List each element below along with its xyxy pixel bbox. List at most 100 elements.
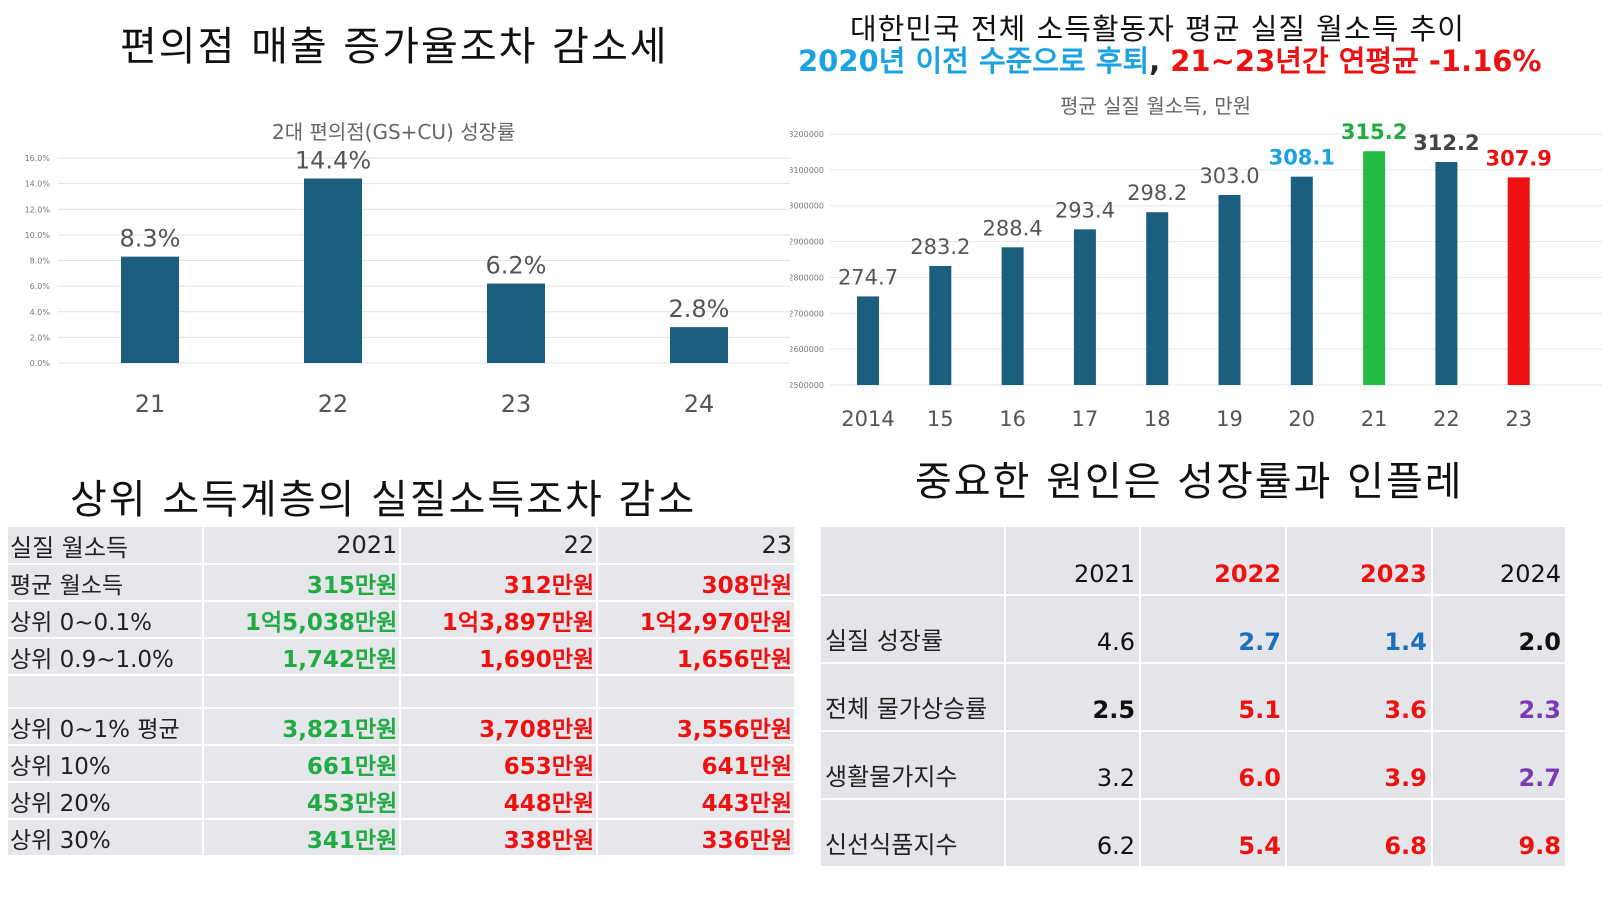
- data-label: 308.1: [1269, 146, 1335, 170]
- table-cell: 1억3,897만원: [400, 601, 599, 639]
- table-cell: 341만원: [203, 819, 402, 857]
- data-label: 14.4%: [295, 147, 371, 175]
- table-cell: [203, 675, 402, 709]
- table-cell: 2.7: [1140, 595, 1287, 664]
- panel2-subheadline: 2020년 이전 수준으로 후퇴, 21~23년간 연평균 -1.16%: [798, 38, 1542, 80]
- headline-red-text: 21~23년간 연평균 -1.16%: [1170, 44, 1542, 78]
- y-tick-label: 8.0%: [30, 257, 51, 266]
- x-tick-label: 23: [1505, 407, 1532, 431]
- table-cell: 9.8: [1431, 799, 1565, 868]
- panel1-title: 편의점 매출 증가율조차 감소세: [120, 24, 669, 70]
- column-header: 23: [597, 527, 794, 565]
- table-row: 평균 월소득 315만원 312만원 308만원: [8, 564, 794, 602]
- data-label: 293.4: [1055, 198, 1115, 222]
- row-label: 상위 0~0.1%: [8, 601, 205, 639]
- panel-convenience-store: 편의점 매출 증가율조차 감소세 2대 편의점(GS+CU) 성장률 0.0% 2…: [0, 0, 790, 440]
- y-tick-label: 2.0%: [30, 333, 51, 342]
- table-cell: 2.0: [1431, 595, 1565, 664]
- panel4-title: 중요한 원인은 성장률과 인플레: [915, 459, 1464, 505]
- bar: [1435, 161, 1458, 385]
- table-cell: 1,690만원: [400, 638, 599, 676]
- panel-top-income: 상위 소득계층의 실질소득조차 감소 실질 월소득 2021 22 23 평균 월소득 3…: [0, 445, 800, 904]
- growth-inflation-table: 2021 2022 2023 2024 실질 성장률 4.6 2.7 1.4 2.0 전체 물가상…: [821, 527, 1565, 868]
- data-label: 312.2: [1413, 131, 1479, 155]
- panel3-title: 상위 소득계층의 실질소득조차 감소: [70, 477, 697, 523]
- chart1-bar-chart: 0.0% 2.0% 4.0% 6.0% 8.0% 10.0% 12.0% 14.0% 16.0%…: [25, 147, 790, 418]
- table-cell: 448만원: [400, 782, 599, 820]
- table-cell: 661만원: [203, 745, 402, 783]
- table-cell: 3.6: [1285, 663, 1433, 732]
- data-label: 298.2: [1127, 181, 1187, 205]
- table-cell: 5.4: [1140, 799, 1287, 868]
- x-tick-label: 23: [501, 390, 532, 418]
- table-cell: 336만원: [597, 819, 794, 857]
- row-label: 상위 10%: [8, 745, 205, 783]
- column-header: 2022: [1140, 527, 1287, 596]
- data-label: 283.2: [910, 235, 970, 259]
- y-tick-label: 4.0%: [30, 308, 51, 317]
- table-cell: 312만원: [400, 564, 599, 602]
- table-cell: 3,708만원: [400, 708, 599, 746]
- y-tick-label: 10.0%: [25, 231, 51, 240]
- row-label: 상위 0~1% 평균: [8, 708, 205, 746]
- table-cell: 6.8: [1285, 799, 1433, 868]
- y-tick-label: 3100000: [790, 166, 824, 175]
- table-row: 생활물가지수 3.2 6.0 3.9 2.7: [821, 731, 1565, 800]
- x-tick-label: 20: [1288, 407, 1315, 431]
- top-income-table: 실질 월소득 2021 22 23 평균 월소득 315만원 312만원 308만원 상위 0~…: [8, 527, 794, 857]
- column-header: 22: [400, 527, 599, 565]
- row-label: 상위 30%: [8, 819, 205, 857]
- x-tick-label: 21: [1361, 407, 1388, 431]
- x-tick-label: 18: [1144, 407, 1171, 431]
- table-cell: 653만원: [400, 745, 599, 783]
- chart1-title: 2대 편의점(GS+CU) 성장률: [272, 120, 516, 144]
- y-tick-label: 0.0%: [30, 359, 51, 368]
- data-label: 315.2: [1341, 120, 1407, 144]
- table-row: 전체 물가상승률 2.5 5.1 3.6 2.3: [821, 663, 1565, 732]
- table-row: 상위 30% 341만원 338만원 336만원: [8, 819, 794, 857]
- row-label: 실질 성장률: [821, 595, 1006, 664]
- row-label: 상위 0.9~1.0%: [8, 638, 205, 676]
- table-cell: 1,742만원: [203, 638, 402, 676]
- bar: [1073, 229, 1096, 385]
- y-tick-label: 2900000: [790, 238, 824, 247]
- bar: [1001, 247, 1024, 385]
- chart2-title: 평균 실질 월소득, 만원: [1060, 94, 1252, 118]
- table-cell: 6.0: [1140, 731, 1287, 800]
- column-header: 2021: [1005, 527, 1142, 596]
- column-header: [821, 527, 1006, 596]
- bar: [487, 283, 545, 363]
- y-tick-label: 16.0%: [25, 154, 51, 163]
- x-tick-label: 19: [1216, 407, 1243, 431]
- x-tick-label: 16: [999, 407, 1026, 431]
- table-cell: 2.5: [1005, 663, 1142, 732]
- panel-monthly-income: 대한민국 전체 소득활동자 평균 실질 월소득 추이 2020년 이전 수준으로…: [790, 0, 1617, 440]
- table-row: 상위 20% 453만원 448만원 443만원: [8, 782, 794, 820]
- table-row: 신선식품지수 6.2 5.4 6.8 9.8: [821, 799, 1565, 868]
- y-tick-label: 2800000: [790, 273, 824, 282]
- table-header-row: 2021 2022 2023 2024: [821, 527, 1565, 596]
- y-tick-label: 2600000: [790, 345, 824, 354]
- column-header: 2024: [1431, 527, 1565, 596]
- bar: [1218, 194, 1241, 385]
- row-label: 전체 물가상승률: [821, 663, 1006, 732]
- y-tick-label: 3200000: [790, 130, 824, 139]
- table-row: 상위 0~0.1% 1억5,038만원 1억3,897만원 1억2,970만원: [8, 601, 794, 639]
- table-row: 상위 0.9~1.0% 1,742만원 1,690만원 1,656만원: [8, 638, 794, 676]
- bar: [1146, 212, 1169, 385]
- table-cell: 3,556만원: [597, 708, 794, 746]
- x-tick-label: 21: [135, 390, 166, 418]
- table-cell: 338만원: [400, 819, 599, 857]
- y-tick-label: 3000000: [790, 202, 824, 211]
- data-label: 6.2%: [486, 252, 547, 280]
- table-cell: [400, 675, 599, 709]
- x-tick-label: 17: [1072, 407, 1099, 431]
- bar: [1290, 176, 1313, 385]
- table-cell: 443만원: [597, 782, 794, 820]
- table-cell: 315만원: [203, 564, 402, 602]
- table-row: 상위 0~1% 평균 3,821만원 3,708만원 3,556만원: [8, 708, 794, 746]
- headline-blue-text: 2020년 이전 수준으로 후퇴: [798, 44, 1150, 78]
- table-cell: 6.2: [1005, 799, 1142, 868]
- table-cell: 3,821만원: [203, 708, 402, 746]
- table-cell: 2.7: [1431, 731, 1565, 800]
